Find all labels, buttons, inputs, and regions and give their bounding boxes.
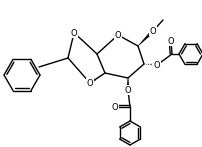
Text: O: O (149, 26, 156, 35)
Polygon shape (126, 78, 129, 90)
Text: O: O (70, 29, 77, 37)
Text: O: O (86, 78, 93, 87)
Text: O: O (114, 30, 121, 40)
Text: O: O (167, 36, 174, 46)
Text: O: O (124, 86, 131, 95)
Text: O: O (70, 29, 77, 37)
Text: O: O (153, 61, 160, 70)
Text: O: O (124, 86, 131, 95)
Text: O: O (114, 30, 121, 40)
Text: O: O (111, 102, 118, 112)
Text: O: O (149, 26, 156, 35)
Text: O: O (86, 78, 93, 87)
Polygon shape (137, 30, 153, 46)
Text: O: O (153, 61, 160, 70)
Text: O: O (167, 36, 174, 46)
Text: O: O (111, 102, 118, 112)
